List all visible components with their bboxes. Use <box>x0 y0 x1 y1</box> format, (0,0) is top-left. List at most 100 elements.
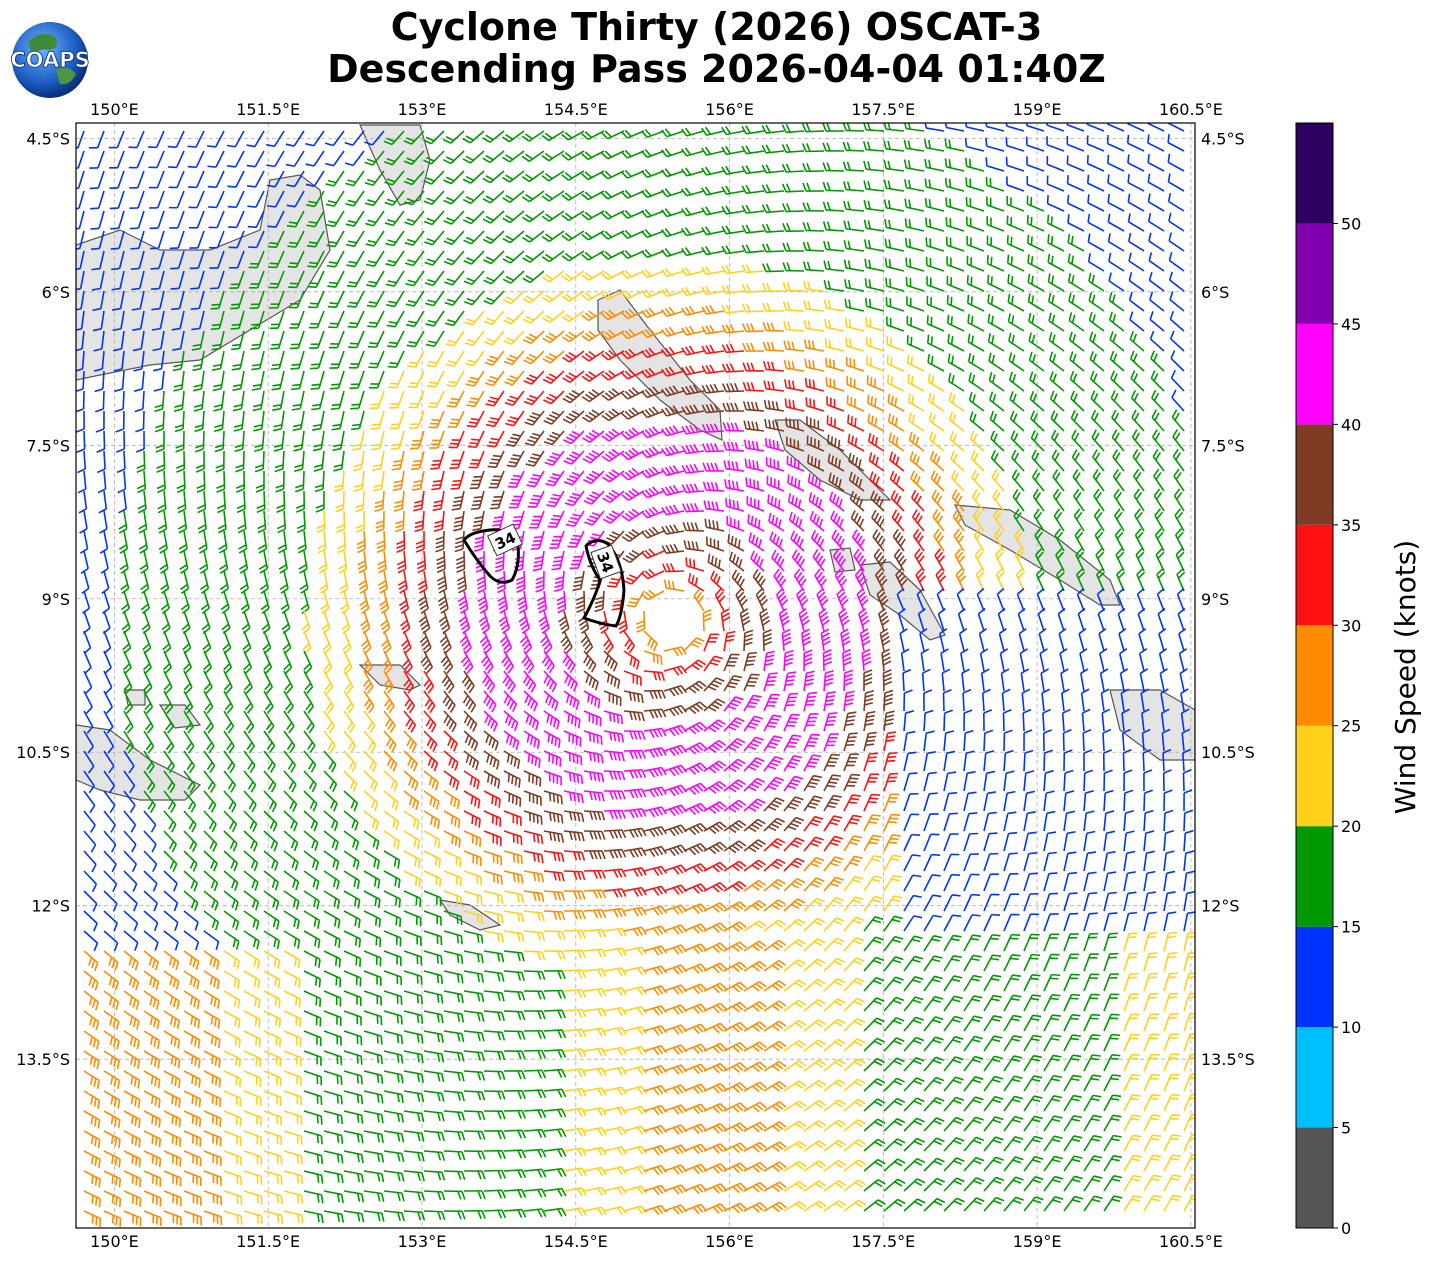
wind-barb <box>1116 549 1124 571</box>
wind-barb <box>604 1107 626 1115</box>
wind-barb <box>764 651 775 671</box>
wind-barb <box>136 431 144 452</box>
wind-barb <box>324 711 334 733</box>
wind-barb <box>1121 669 1128 691</box>
wind-barb <box>744 1102 766 1111</box>
wind-barb <box>1094 489 1104 511</box>
wind-barb <box>504 811 521 826</box>
wind-barb <box>522 151 544 161</box>
wind-barb <box>843 122 864 131</box>
wind-barb <box>762 184 784 192</box>
wind-barb <box>844 938 864 951</box>
wind-barb <box>1176 529 1184 551</box>
wind-barb <box>502 651 513 673</box>
wind-barb <box>1104 831 1115 851</box>
wind-barb <box>744 982 766 991</box>
wind-barb <box>1080 649 1087 671</box>
wind-barb <box>1024 975 1040 991</box>
wind-barb <box>99 511 106 533</box>
wind-barb <box>1064 954 1079 971</box>
wind-barb <box>119 491 127 513</box>
wind-barb <box>1151 331 1164 351</box>
wind-barb <box>187 131 204 147</box>
wind-barb <box>1006 118 1024 131</box>
wind-barb <box>819 609 829 631</box>
wind-barb <box>664 745 686 755</box>
wind-barb <box>546 491 564 506</box>
wind-barb <box>824 898 844 911</box>
wind-barb <box>927 296 944 311</box>
wind-barb <box>1090 312 1104 331</box>
wind-barb <box>354 471 364 491</box>
wind-barb <box>335 491 344 512</box>
lon-tick-label-bottom: 154.5°E <box>544 1232 608 1251</box>
wind-barb <box>262 611 270 633</box>
wind-barb <box>783 144 804 152</box>
wind-barb <box>78 471 86 493</box>
wind-barb <box>117 451 125 472</box>
wind-barb <box>864 856 882 871</box>
wind-barb <box>1172 370 1184 391</box>
wind-barb <box>743 363 764 371</box>
lat-tick-label-left: 9°S <box>42 590 70 609</box>
wind-barb <box>924 936 942 951</box>
wind-barb <box>784 341 804 351</box>
wind-barb <box>866 317 884 331</box>
wind-barb <box>184 851 197 871</box>
wind-barb <box>744 758 764 771</box>
wind-barb <box>276 491 284 512</box>
wind-barb <box>998 609 1005 631</box>
wind-barb <box>1024 832 1037 851</box>
wind-barb <box>283 631 291 653</box>
wind-barb <box>301 591 309 613</box>
wind-barb <box>728 534 744 551</box>
wind-barb <box>683 522 704 531</box>
wind-barb <box>324 651 332 673</box>
wind-barb <box>542 131 564 141</box>
wind-barb <box>1164 871 1175 891</box>
wind-barb <box>584 731 602 745</box>
wind-barb <box>464 691 476 712</box>
wind-barb <box>104 1051 119 1069</box>
wind-barb <box>103 611 110 633</box>
wind-barb <box>964 751 975 771</box>
wind-barb <box>162 611 170 633</box>
wind-barb <box>170 231 184 248</box>
wind-barb <box>224 1091 241 1107</box>
wind-barb <box>924 1037 943 1051</box>
wind-barb <box>745 440 764 451</box>
wind-barb <box>924 1118 944 1131</box>
wind-barb <box>887 355 904 371</box>
wind-barb <box>384 811 399 830</box>
wind-barb <box>1044 771 1054 791</box>
wind-barb <box>134 371 144 391</box>
wind-barb <box>104 651 111 673</box>
wind-barb <box>904 956 923 971</box>
wind-barb <box>1044 791 1054 811</box>
wind-barb <box>926 218 944 231</box>
wind-barb <box>1131 351 1144 371</box>
wind-barb <box>405 211 424 225</box>
wind-barb <box>367 291 384 307</box>
wind-barb <box>764 736 782 751</box>
wind-barb <box>264 1171 282 1185</box>
wind-barb <box>766 457 784 471</box>
wind-barb <box>524 711 538 730</box>
wind-barb <box>1039 629 1046 651</box>
wind-barb <box>857 589 868 611</box>
wind-barb <box>384 911 400 927</box>
wind-barb <box>1175 509 1184 531</box>
wind-barb <box>964 731 973 751</box>
lat-tick-label-right: 7.5°S <box>1201 436 1245 455</box>
wind-barb <box>208 191 224 207</box>
wind-barb <box>602 389 624 400</box>
wind-barb <box>904 752 916 771</box>
wind-barb <box>984 1016 1002 1031</box>
wind-barb <box>119 531 127 553</box>
wind-barb <box>304 651 312 673</box>
wind-barb <box>364 1111 383 1123</box>
wind-barb <box>1132 390 1144 411</box>
wind-barb <box>244 1031 260 1047</box>
wind-barb <box>744 1062 766 1071</box>
wind-barb <box>76 411 84 432</box>
